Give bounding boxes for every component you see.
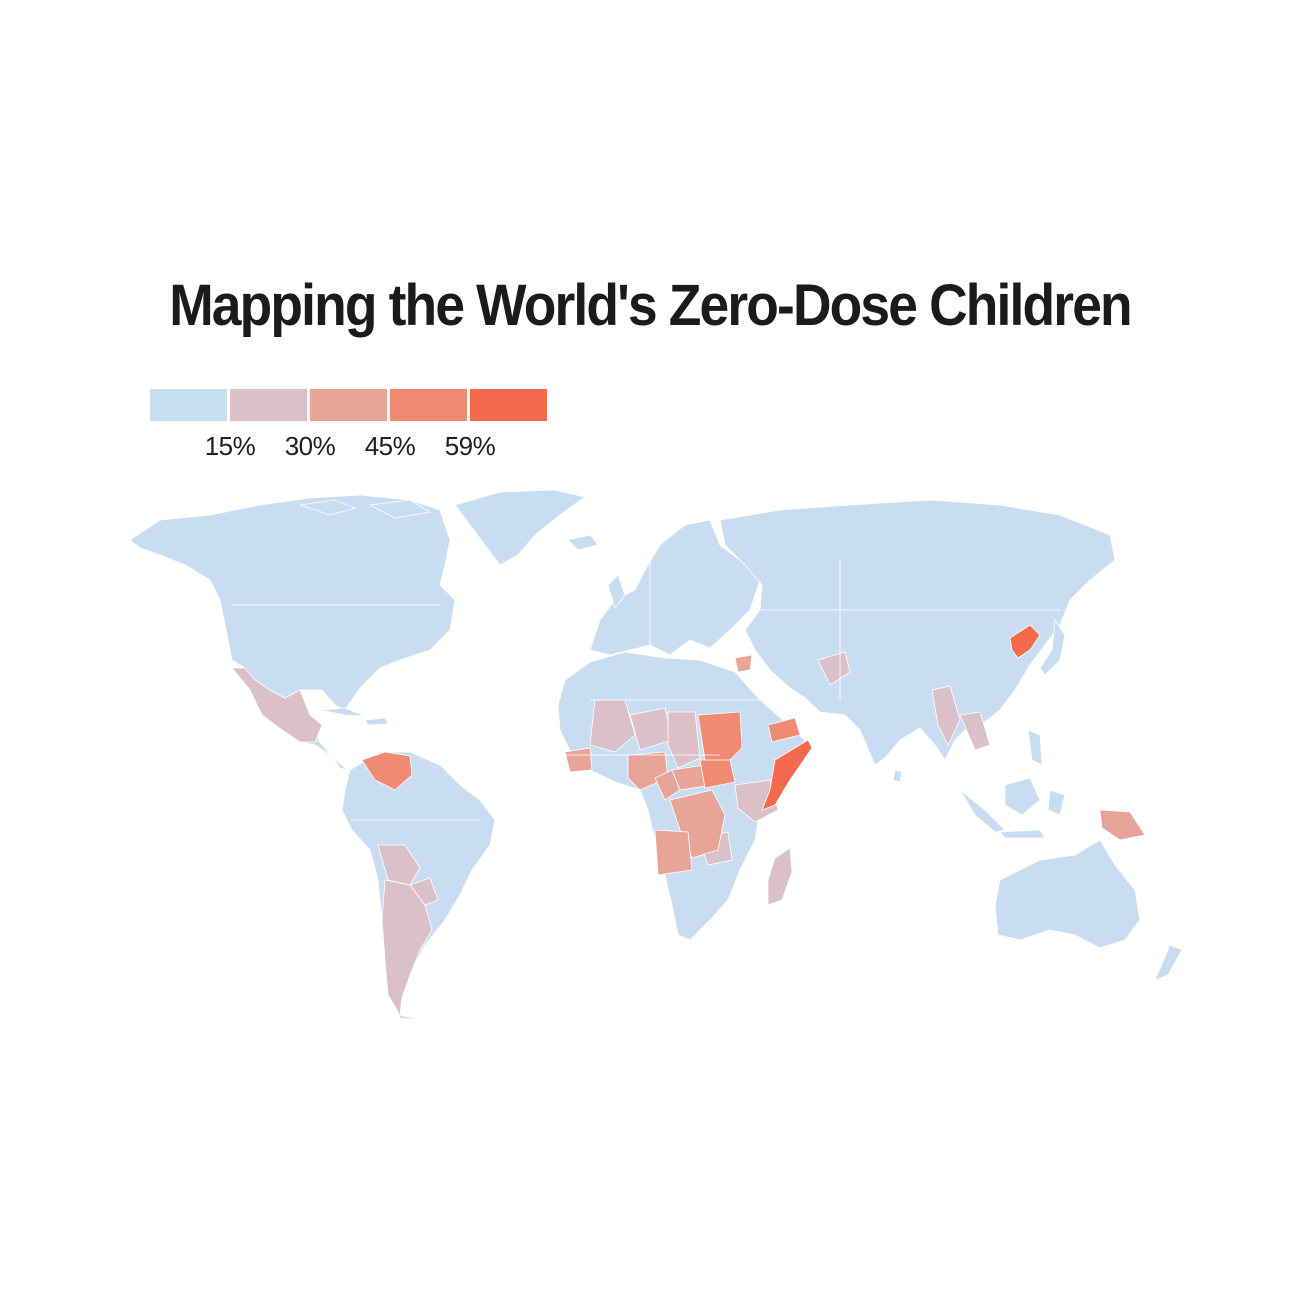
landmass-japan bbox=[1039, 618, 1066, 676]
highlighted-countries bbox=[231, 624, 1146, 1017]
chart-title: Mapping the World's Zero-Dose Children bbox=[169, 273, 1132, 338]
landmass-arctic-islands-2 bbox=[368, 499, 432, 519]
legend-bin-1 bbox=[150, 389, 227, 421]
landmass-sri-lanka bbox=[892, 769, 903, 783]
legend-tick-30: 30% bbox=[284, 431, 336, 461]
country-north-korea[interactable] bbox=[1009, 624, 1041, 659]
landmass-iceland bbox=[567, 534, 599, 551]
country-paraguay[interactable] bbox=[409, 877, 439, 906]
country-mexico[interactable] bbox=[231, 667, 323, 743]
legend-tick-45: 45% bbox=[364, 431, 416, 461]
country-guinea[interactable] bbox=[564, 747, 593, 773]
country-laos[interactable] bbox=[959, 711, 991, 751]
country-angola[interactable] bbox=[654, 829, 693, 876]
legend-bin-2 bbox=[230, 389, 307, 421]
country-madagascar[interactable] bbox=[767, 847, 793, 906]
landmass-philippines bbox=[1027, 729, 1043, 766]
country-sudan[interactable] bbox=[697, 711, 743, 766]
landmass-asia bbox=[719, 499, 1116, 766]
legend-bin-5 bbox=[470, 389, 547, 421]
country-somalia[interactable] bbox=[761, 739, 813, 811]
legend-tick-15: 15% bbox=[204, 431, 256, 461]
landmass-greenland bbox=[454, 489, 586, 566]
legend-bin-3 bbox=[310, 389, 387, 421]
world-map bbox=[129, 489, 1183, 1021]
country-south-sudan[interactable] bbox=[699, 759, 736, 789]
landmass-borneo bbox=[1004, 777, 1041, 816]
landmass-australia bbox=[994, 839, 1141, 949]
country-syria[interactable] bbox=[734, 654, 753, 673]
landmass-cuba bbox=[319, 707, 366, 717]
landmass-north-america bbox=[129, 494, 456, 711]
landmass-arctic-islands bbox=[299, 499, 357, 516]
country-venezuela[interactable] bbox=[361, 751, 413, 791]
country-borders bbox=[232, 560, 1060, 821]
legend-tick-59: 59% bbox=[444, 431, 496, 461]
country-papua-new-guinea[interactable] bbox=[1099, 809, 1146, 841]
legend-bin-4 bbox=[390, 389, 467, 421]
landmass-sulawesi bbox=[1047, 789, 1066, 816]
landmass-uk bbox=[607, 574, 626, 609]
country-myanmar[interactable] bbox=[931, 685, 961, 746]
country-drc[interactable] bbox=[669, 789, 726, 859]
landmass-java bbox=[999, 829, 1046, 839]
country-yemen[interactable] bbox=[767, 717, 801, 743]
landmass-new-zealand bbox=[1154, 944, 1183, 981]
country-bolivia[interactable] bbox=[377, 844, 421, 886]
landmass-sumatra bbox=[959, 789, 1006, 833]
country-ethiopia[interactable] bbox=[734, 779, 779, 823]
landmass-layer bbox=[129, 489, 1183, 1021]
landmass-hispaniola bbox=[364, 717, 389, 726]
color-legend: 15% 30% 45% 59% bbox=[150, 389, 550, 464]
country-afghanistan[interactable] bbox=[817, 651, 851, 686]
country-chad[interactable] bbox=[667, 711, 701, 769]
